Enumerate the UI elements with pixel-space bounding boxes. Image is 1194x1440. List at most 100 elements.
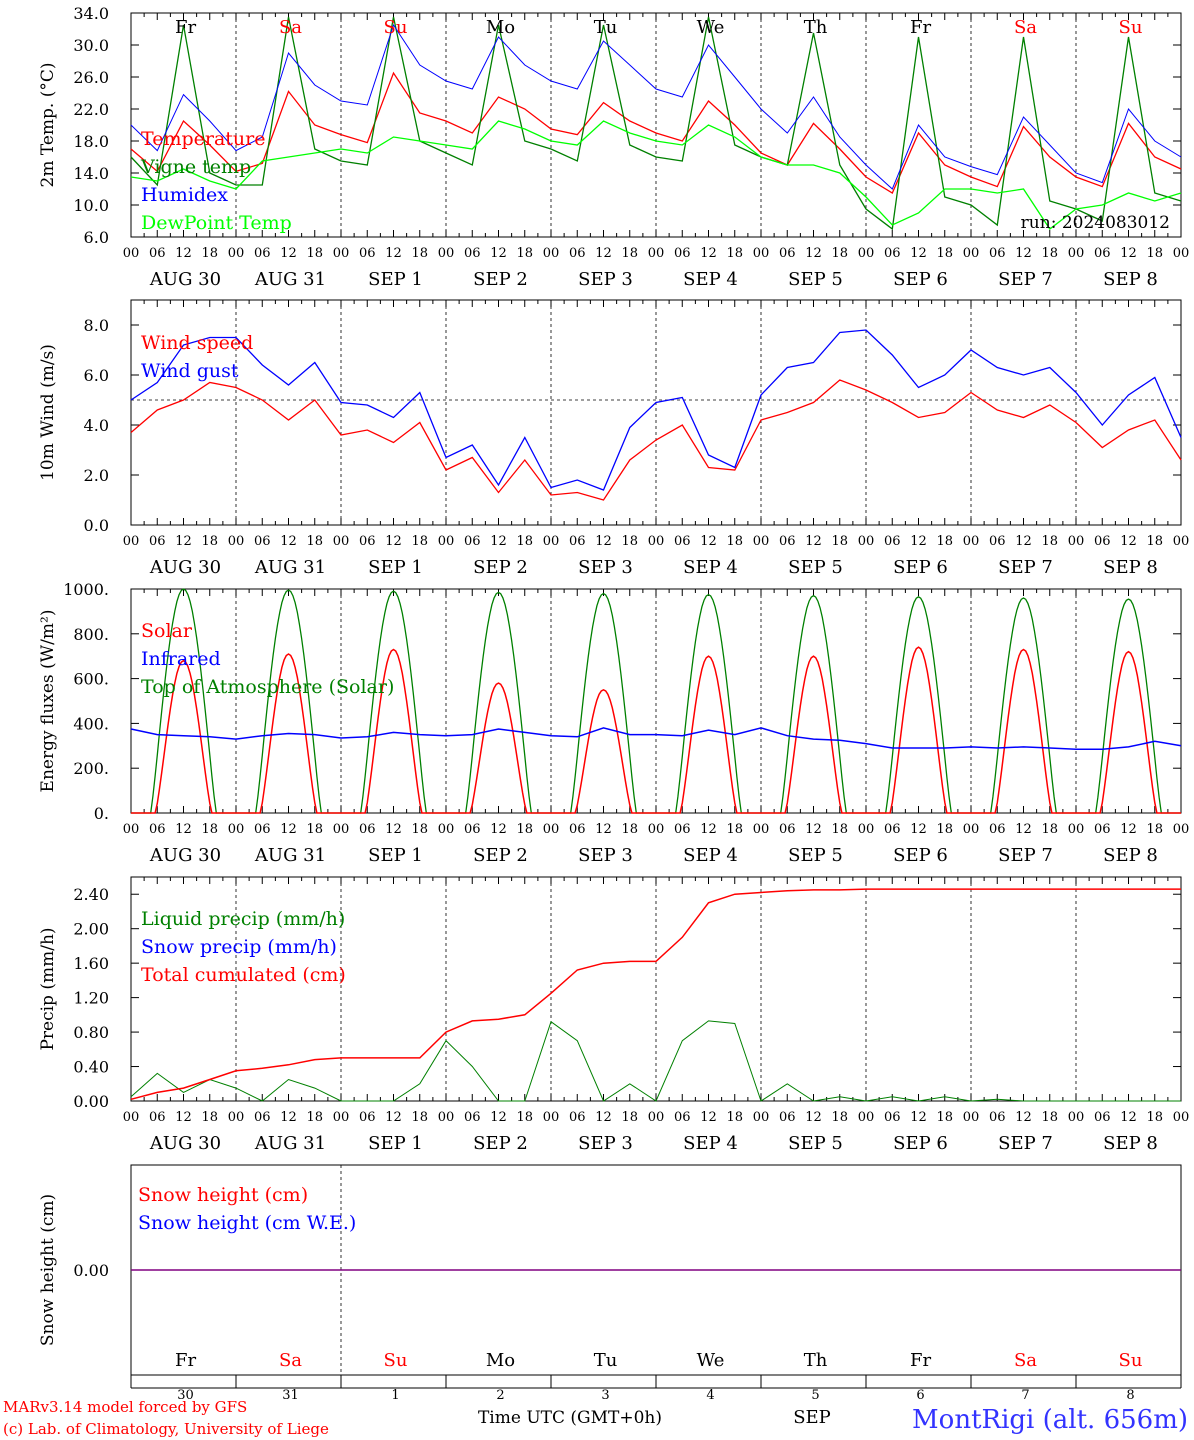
hour-tick-label: 00 [963, 534, 980, 549]
y-tick-label: 10.0 [73, 196, 109, 215]
series-line-1 [130, 727, 1182, 750]
hour-tick-label: 18 [621, 822, 638, 837]
hour-tick-label: 00 [438, 1110, 455, 1125]
panel-4: 00 06 12 18 00 06 12 18 00 06 12 18 00 06 12 18 00 06 12 18… [38, 876, 1189, 1154]
time-axis-label: Time UTC (GMT+0h) [478, 1408, 662, 1428]
legend-entry: Total cumulated (cm) [141, 964, 346, 986]
day-number-label: 7 [1021, 1388, 1029, 1403]
date-label: AUG 31 [254, 269, 326, 290]
hour-tick-label: 12 [1120, 246, 1137, 261]
hour-tick-label: 18 [726, 534, 743, 549]
date-label: AUG 30 [149, 269, 221, 290]
hour-tick-label: 18 [201, 1110, 218, 1125]
hour-tick-label: 00 [228, 246, 245, 261]
panel-frame [130, 299, 1182, 526]
station-label: MontRigi (alt. 656m) [912, 1405, 1188, 1435]
hour-tick-label: 18 [1146, 1110, 1163, 1125]
weekday-label: Su [384, 1350, 408, 1371]
hour-tick-label: 06 [884, 534, 901, 549]
series-line-0 [130, 379, 1182, 501]
hour-tick-label: 18 [621, 246, 638, 261]
date-label: SEP 8 [1103, 557, 1158, 578]
hour-tick-label: 12 [280, 822, 297, 837]
y-tick-label: 2.0 [84, 466, 109, 485]
run-label: run: 2024083012 [1021, 213, 1170, 233]
weekday-label: Tu [594, 1350, 618, 1371]
date-label: SEP 7 [998, 557, 1053, 578]
weekday-label: We [697, 17, 725, 38]
hour-tick-label: 06 [884, 822, 901, 837]
hour-tick-label: 12 [490, 534, 507, 549]
hour-tick-label: 06 [569, 1110, 586, 1125]
day-number-label: 4 [706, 1388, 714, 1403]
y-tick-label: 34.0 [73, 4, 109, 23]
hour-tick-label: 06 [779, 534, 796, 549]
date-label: SEP 2 [473, 1133, 528, 1154]
hour-tick-label: 12 [175, 822, 192, 837]
date-label: SEP 1 [368, 1133, 423, 1154]
panel-2: 00 06 12 18 00 06 12 18 00 06 12 18 00 06 12 18 00 06 12 18… [38, 299, 1189, 578]
day-number-label: 30 [177, 1388, 194, 1403]
hour-tick-label: 12 [385, 534, 402, 549]
hour-tick-label: 18 [411, 1110, 428, 1125]
series-line-1 [130, 329, 1182, 491]
hour-tick-label: 12 [490, 822, 507, 837]
y-tick-label: 0.40 [73, 1058, 109, 1077]
series-line-2 [130, 23, 1182, 190]
date-label: SEP 6 [893, 557, 948, 578]
weekday-label: Sa [279, 1350, 302, 1371]
hour-tick-label: 00 [123, 1110, 140, 1125]
hour-tick-label: 12 [490, 1110, 507, 1125]
hour-tick-label: 00 [228, 534, 245, 549]
y-tick-label: 26.0 [73, 68, 109, 87]
y-tick-label: 4.0 [84, 416, 109, 435]
hour-tick-label: 18 [516, 822, 533, 837]
hour-tick-label: 00 [543, 246, 560, 261]
y-tick-label: 2.00 [73, 920, 109, 939]
date-label: SEP 1 [368, 557, 423, 578]
hour-tick-label: 00 [1068, 822, 1085, 837]
weekday-label: Tu [594, 17, 618, 38]
y-axis-label: 10m Wind (m/s) [38, 344, 58, 481]
legend-entry: Snow precip (mm/h) [141, 936, 337, 958]
legend-entry: Temperature [141, 128, 265, 150]
y-tick-label: 8.0 [84, 316, 109, 335]
date-label: SEP 7 [998, 269, 1053, 290]
day-number-label: 5 [811, 1388, 819, 1403]
hour-tick-label: 00 [333, 1110, 350, 1125]
date-label: SEP 2 [473, 845, 528, 866]
date-label: SEP 3 [578, 557, 633, 578]
hour-tick-label: 18 [306, 822, 323, 837]
weekday-label: Fr [910, 1350, 931, 1371]
date-label: AUG 31 [254, 845, 326, 866]
weekday-label: Mo [486, 17, 515, 38]
weekday-label: Sa [1014, 1350, 1037, 1371]
legend-entry: Vigne temp [140, 156, 251, 178]
panels: 00 06 12 18 00 06 12 18 00 06 12 18 00 06 12 18 00 06 12 18… [38, 4, 1189, 1403]
hour-tick-label: 18 [1041, 1110, 1058, 1125]
hour-tick-label: 18 [936, 246, 953, 261]
hour-tick-label: 18 [1146, 246, 1163, 261]
series-line-3 [130, 120, 1182, 230]
hour-tick-label: 06 [359, 1110, 376, 1125]
panel-frame [130, 12, 1182, 238]
hour-tick-label: 18 [726, 1110, 743, 1125]
hour-tick-label: 12 [595, 246, 612, 261]
hour-tick-label: 06 [989, 1110, 1006, 1125]
hour-tick-label: 18 [621, 1110, 638, 1125]
weekday-label: Fr [175, 1350, 196, 1371]
y-tick-label: 200. [73, 759, 109, 778]
hour-tick-label: 12 [910, 534, 927, 549]
legend-entry: Snow height (cm W.E.) [138, 1212, 356, 1234]
hour-tick-label: 18 [201, 822, 218, 837]
date-label: SEP 8 [1103, 1133, 1158, 1154]
hour-tick-label: 06 [674, 534, 691, 549]
day-number-label: 3 [601, 1388, 609, 1403]
y-tick-label: 0.00 [73, 1092, 109, 1111]
hour-tick-label: 06 [254, 534, 271, 549]
hour-tick-label: 00 [963, 1110, 980, 1125]
hour-tick-label: 06 [149, 246, 166, 261]
series-line-1 [130, 16, 1182, 231]
series-line-0 [130, 1020, 1181, 1102]
hour-tick-label: 12 [175, 1110, 192, 1125]
